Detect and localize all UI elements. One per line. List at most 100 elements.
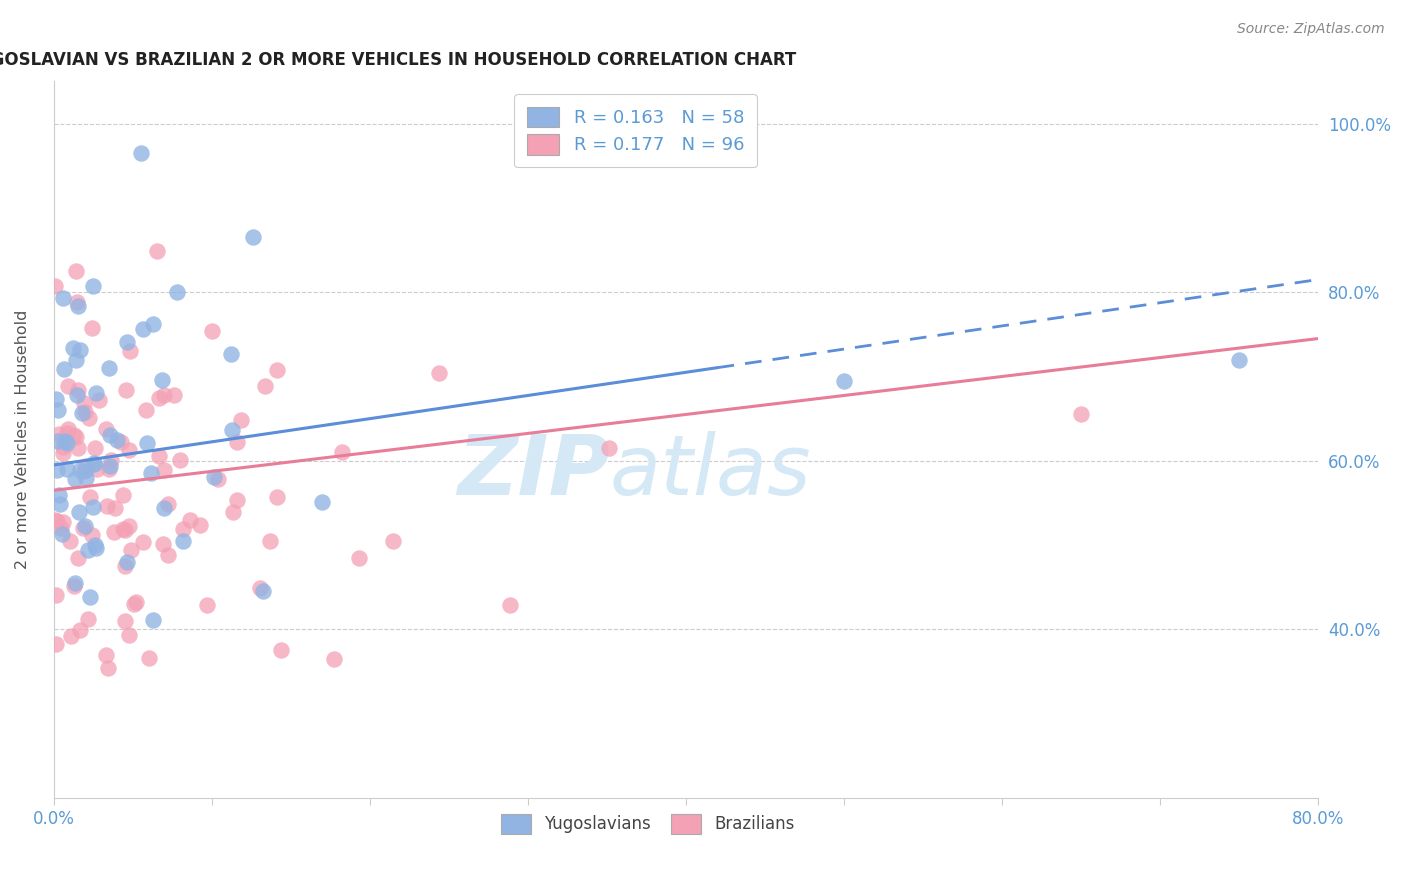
Point — [56, 425, 79, 440]
Point — [114, 523, 136, 537]
Point — [45, 514, 67, 528]
Point — [63, 576, 86, 591]
Point — [115, 334, 138, 349]
Point — [75, 459, 97, 474]
Point — [132, 535, 155, 549]
Point — [65, 472, 87, 486]
Point — [347, 550, 370, 565]
Point — [48, 426, 70, 441]
Point — [62, 427, 84, 442]
Point — [172, 533, 194, 548]
Point — [114, 615, 136, 629]
Point — [56, 379, 79, 393]
Point — [56, 422, 79, 436]
Point — [80, 527, 103, 541]
Point — [67, 505, 90, 519]
Point — [1227, 352, 1250, 367]
Point — [45, 392, 67, 407]
Point — [67, 300, 90, 314]
Point — [219, 346, 242, 360]
Point — [259, 533, 281, 548]
Point — [146, 244, 169, 258]
Point — [49, 521, 72, 535]
Point — [87, 393, 110, 408]
Point — [70, 406, 93, 420]
Point — [96, 648, 118, 663]
Point — [86, 386, 108, 401]
Point — [75, 462, 97, 476]
Point — [84, 538, 107, 552]
Point — [153, 387, 176, 401]
Point — [117, 628, 139, 642]
Point — [98, 360, 121, 375]
Point — [52, 440, 75, 454]
Point — [96, 422, 118, 436]
Point — [73, 519, 96, 533]
Point — [63, 579, 86, 593]
Point — [86, 461, 108, 475]
Point — [66, 387, 89, 401]
Y-axis label: 2 or more Vehicles in Household: 2 or more Vehicles in Household — [15, 310, 30, 569]
Point — [266, 363, 288, 377]
Point — [69, 624, 91, 638]
Point — [153, 501, 176, 516]
Text: Source: ZipAtlas.com: Source: ZipAtlas.com — [1237, 22, 1385, 37]
Point — [46, 463, 69, 477]
Point — [111, 522, 134, 536]
Point — [84, 541, 107, 555]
Point — [83, 456, 105, 470]
Point — [69, 463, 91, 477]
Point — [157, 497, 180, 511]
Point — [79, 490, 101, 504]
Point — [124, 595, 146, 609]
Point — [65, 353, 87, 368]
Point — [67, 441, 90, 455]
Point — [49, 497, 72, 511]
Point — [48, 488, 70, 502]
Point — [44, 278, 66, 293]
Point — [135, 436, 157, 450]
Point — [45, 637, 67, 651]
Point — [166, 285, 188, 299]
Point — [83, 457, 105, 471]
Point — [52, 291, 75, 305]
Point — [229, 413, 252, 427]
Point — [53, 362, 76, 376]
Point — [322, 652, 344, 666]
Text: YUGOSLAVIAN VS BRAZILIAN 2 OR MORE VEHICLES IN HOUSEHOLD CORRELATION CHART: YUGOSLAVIAN VS BRAZILIAN 2 OR MORE VEHIC… — [0, 51, 796, 69]
Point — [100, 453, 122, 467]
Point — [66, 551, 89, 566]
Point — [46, 403, 69, 417]
Point — [201, 324, 224, 338]
Point — [118, 344, 141, 359]
Point — [1070, 408, 1092, 422]
Point — [82, 500, 104, 515]
Point — [79, 591, 101, 605]
Point — [75, 405, 97, 419]
Point — [45, 588, 67, 602]
Point — [52, 515, 75, 529]
Point — [104, 500, 127, 515]
Point — [226, 435, 249, 450]
Point — [98, 462, 121, 476]
Point — [98, 458, 121, 473]
Point — [77, 543, 100, 558]
Text: ZIP: ZIP — [457, 432, 610, 513]
Point — [62, 341, 84, 355]
Point — [56, 462, 79, 476]
Point — [79, 410, 101, 425]
Point — [73, 464, 96, 478]
Point — [202, 470, 225, 484]
Point — [222, 505, 245, 519]
Point — [69, 343, 91, 357]
Point — [59, 534, 82, 549]
Point — [163, 388, 186, 402]
Point — [84, 441, 107, 455]
Point — [120, 543, 142, 558]
Point — [51, 527, 73, 541]
Point — [427, 366, 450, 380]
Point — [190, 518, 212, 533]
Point — [65, 430, 87, 444]
Point — [114, 559, 136, 574]
Point — [52, 446, 75, 460]
